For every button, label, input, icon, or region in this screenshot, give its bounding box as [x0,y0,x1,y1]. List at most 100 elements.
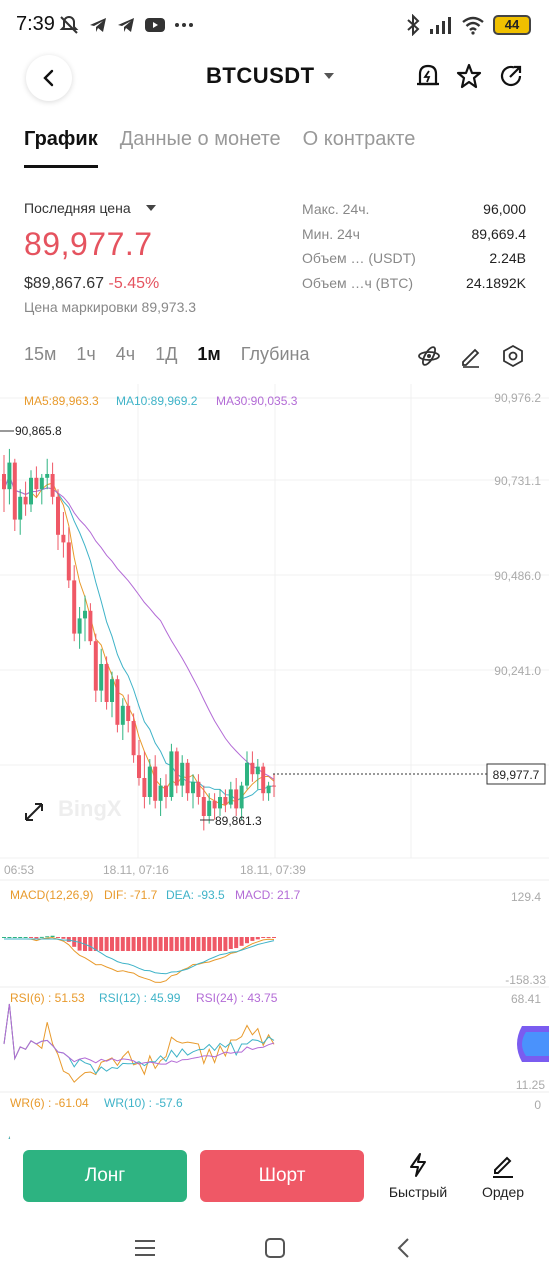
tab-chart[interactable]: График [24,128,98,168]
macd-histogram-bar [245,937,249,944]
macd-histogram-bar [126,937,131,951]
rsi-axis-top: 68.41 [511,992,541,1006]
macd-histogram-bar [180,937,185,951]
candle [218,797,222,809]
stat-volume-usdt: Объем … (USDT) 2.24B [302,250,526,275]
macd-histogram-bar [12,937,17,938]
timeframe-1d[interactable]: 1Д [155,344,178,364]
ma30-line [3,474,275,780]
timeframe-depth[interactable]: Глубина [240,344,310,364]
ai-assistant-bubble[interactable] [517,1026,549,1062]
stat-label: Мин. 24ч [302,225,360,242]
candle [191,781,195,794]
telegram-icon [90,18,106,32]
macd-dea-line [4,938,275,975]
timeframe-1m[interactable]: 1м [197,344,221,364]
expand-chart-icon[interactable] [25,803,43,821]
notification-icons [58,14,194,36]
tab-coin-data[interactable]: Данные о монете [119,128,281,150]
recent-apps-icon[interactable] [133,1236,157,1260]
quick-trade-button[interactable]: Быстрый [383,1152,453,1200]
candle [174,751,179,786]
price-change-percent: -5.45% [108,275,160,292]
drawing-pen-icon[interactable] [459,344,483,368]
ma5-legend: MA5:89,963.3 [24,394,99,408]
macd-histogram-bar [66,937,71,942]
wr10-legend: WR(10) : -57.6 [104,1096,183,1110]
macd-histogram-bar [164,937,168,951]
indicators-icon[interactable] [417,344,441,368]
favorite-star-icon[interactable] [455,62,483,90]
candles [2,448,276,831]
macd-histogram-bar [239,937,244,946]
candle [255,766,260,775]
macd-histogram-bar [131,937,136,951]
order-button[interactable]: Ордер [472,1152,534,1200]
wr10-line [8,1136,11,1139]
stat-low-24h: Мин. 24ч 89,669.4 [302,226,526,251]
macd-histogram-bar [158,937,163,951]
price-axis-label: 90,241.0 [494,664,541,678]
system-icons: 44 [405,14,531,36]
time-axis-label: 06:53 [4,863,34,877]
rsi6-legend: RSI(6) : 51.53 [10,991,85,1005]
macd-histogram-bar [218,937,222,951]
timeframe-1h[interactable]: 1ч [76,344,96,364]
macd-legend: MACD(12,26,9) [10,888,93,902]
time-axis-label: 18.11, 07:39 [240,863,306,877]
top-bar: BTCUSDT [0,52,549,102]
candle [142,778,147,797]
timeframe-15m[interactable]: 15м [24,344,57,364]
low-marker: 89,861.3 [215,814,262,828]
candle [185,762,190,794]
candlestick-chart[interactable]: MA5:89,963.3 MA10:89,969.2 MA30:90,035.3… [0,384,549,1139]
symbol-name: BTCUSDT [206,63,315,88]
status-bar: 7:39 44 [0,0,549,52]
price-summary: Последняя цена 89,977.7 $89,867.67 -5.45… [24,200,196,315]
bingx-watermark: BingX [58,796,122,821]
candle [45,474,50,478]
candle [239,785,244,809]
stat-high-24h: Макс. 24ч. 96,000 [302,201,526,226]
symbol-selector[interactable]: BTCUSDT [206,63,335,89]
short-button[interactable]: Шорт [200,1150,364,1202]
candle [18,496,23,520]
high-marker: 90,865.8 [15,424,62,438]
stats-24h: Макс. 24ч. 96,000 Мин. 24ч 89,669.4 Объем … [302,201,526,299]
price-alert-icon[interactable] [415,62,441,90]
pen-icon [493,1156,513,1178]
home-icon[interactable] [263,1236,287,1260]
macd-histogram-bar [147,937,152,951]
battery-indicator: 44 [493,15,531,35]
section-tabs: График Данные о монете О контракте [24,128,415,168]
macd-histogram-bar [207,937,212,951]
back-button[interactable] [26,55,72,101]
macd-histogram-bar [174,937,179,951]
telegram-icon [118,18,134,32]
candle [228,789,233,805]
back-nav-icon[interactable] [394,1236,414,1260]
price-axis-label: 90,976.2 [494,391,541,405]
candle [147,766,152,797]
candle [137,755,141,778]
stat-label: Объем … (USDT) [302,250,416,266]
macd-histogram-bar [201,937,206,951]
macd-histogram-bar [110,937,114,951]
bluetooth-icon [407,14,420,36]
tab-contract-info[interactable]: О контракте [302,128,416,150]
candle [201,797,206,816]
rsi24-line [3,1003,275,1065]
share-icon[interactable] [497,62,525,90]
ma30-legend: MA30:90,035.3 [216,394,298,408]
timeframe-4h[interactable]: 4ч [115,344,136,364]
macd-histogram-bar [228,937,233,949]
last-price-selector[interactable]: Последняя цена [24,200,196,216]
chart-grid [0,384,549,1093]
quick-trade-label: Быстрый [388,1184,448,1200]
macd-dea: DEA: -93.5 [166,888,225,902]
chart-settings-icon[interactable] [501,344,525,368]
long-button[interactable]: Лонг [23,1150,187,1202]
mute-bell-icon [59,15,79,34]
macd-histogram-bar [196,937,201,951]
candle [104,664,109,702]
